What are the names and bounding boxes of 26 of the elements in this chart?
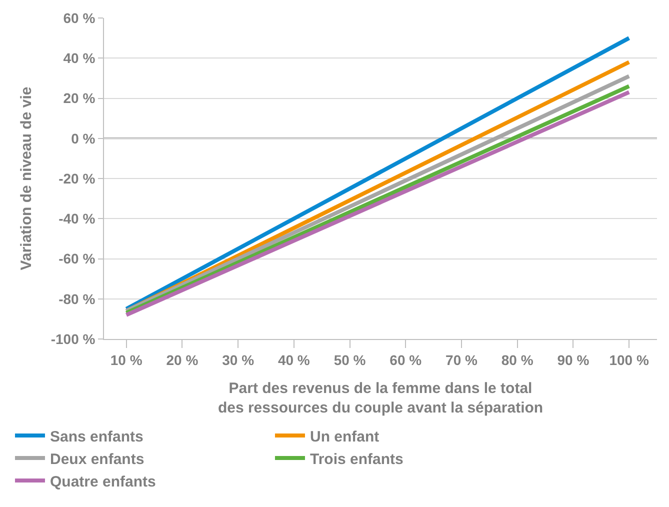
x-tick-label: 30 %: [222, 352, 255, 368]
y-tick-label: -60 %: [58, 250, 96, 267]
y-tick-label: -20 %: [58, 170, 96, 186]
y-axis-title: Variation de niveau de vie: [18, 86, 36, 270]
y-tick-label: 0 %: [71, 130, 96, 146]
x-tick-label: 10 %: [110, 352, 143, 368]
x-axis-title: Part des revenus de la femme dans le total des ressources du couple avant la séparation: [218, 380, 544, 416]
x-tick-label: 100 %: [609, 352, 650, 368]
y-tick-label: -100 %: [50, 330, 96, 347]
x-tick-label: 80 %: [501, 352, 534, 368]
y-tick-label: 60 %: [63, 10, 96, 26]
x-tick-label: 50 %: [334, 352, 366, 368]
legend-label: Trois enfants: [310, 450, 404, 468]
y-tick-label: 40 %: [63, 50, 96, 66]
legend-label: Deux enfants: [50, 450, 144, 468]
x-tick-label: 70 %: [446, 352, 478, 368]
y-tick-label: -40 %: [58, 210, 96, 227]
y-tick-label: 20 %: [63, 90, 96, 106]
x-tick-label: 90 %: [557, 352, 590, 368]
y-tick-label: -80 %: [58, 290, 96, 307]
x-tick-label: 20 %: [166, 352, 199, 368]
legend-label: Quatre enfants: [50, 473, 156, 490]
legend-label: Sans enfants: [50, 428, 144, 446]
x-tick-label: 40 %: [278, 352, 310, 368]
legend-label: Un enfant: [310, 428, 380, 446]
x-tick-label: 60 %: [390, 352, 422, 368]
